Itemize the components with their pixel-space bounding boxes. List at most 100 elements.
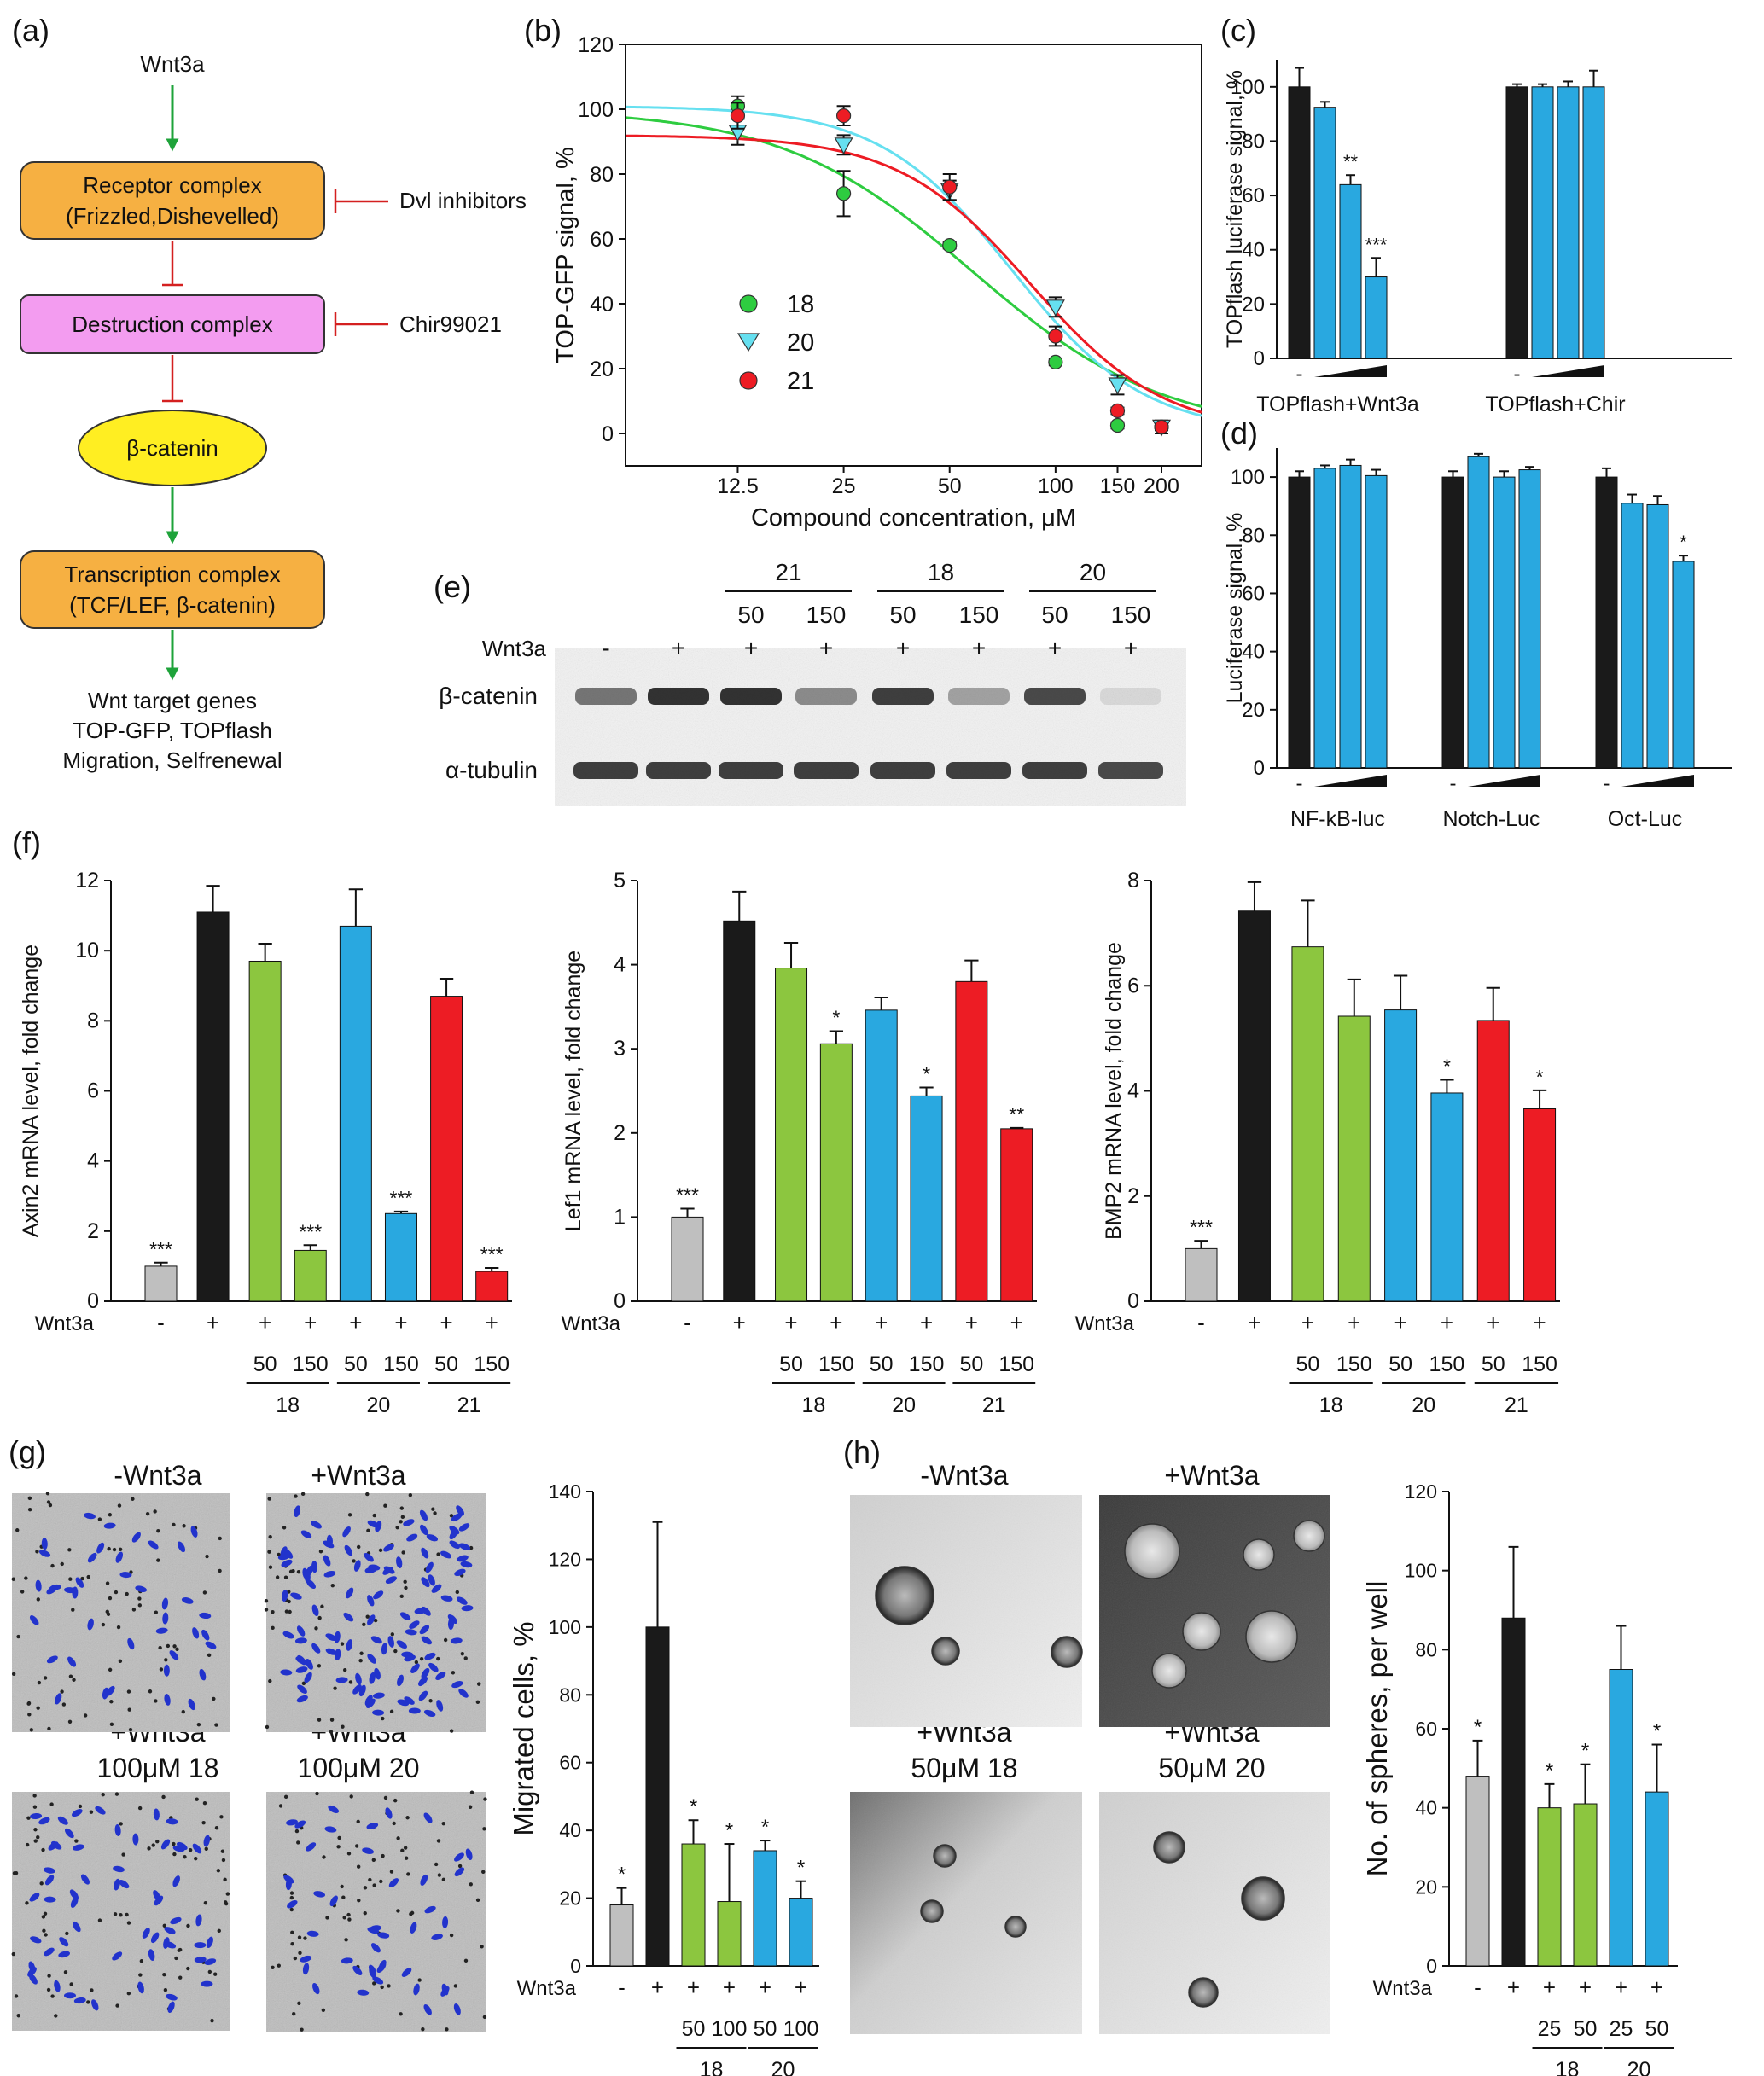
wnt-sign: - <box>157 1310 165 1335</box>
y-tick-label: 120 <box>578 33 614 57</box>
wnt-sign: + <box>896 635 910 661</box>
wnt-sign: + <box>651 1974 664 2000</box>
migrated-cell <box>294 1820 306 1829</box>
cell-dot <box>139 1959 144 1963</box>
bar <box>1365 276 1388 359</box>
cell-dot <box>221 1858 226 1863</box>
cell-dot <box>322 1855 326 1859</box>
cell-dot <box>148 1689 153 1694</box>
y-tick-label: 20 <box>1415 1875 1437 1898</box>
y-axis-label: Lef1 mRNA level, fold change <box>562 951 585 1231</box>
y-axis-label: No. of spheres, per well <box>1361 1581 1393 1877</box>
bar <box>1337 1015 1371 1302</box>
significance-star: * <box>761 1816 769 1839</box>
migrated-cell <box>381 1643 388 1655</box>
bar <box>384 1212 417 1302</box>
cell-dot <box>441 1877 446 1882</box>
data-point-18 <box>835 186 852 201</box>
receptor-complex-box <box>20 161 325 240</box>
cell-dot <box>42 1928 46 1933</box>
cell-dot <box>383 1503 387 1508</box>
sphere-micrographs <box>850 1495 1330 2034</box>
migrated-cell <box>442 1916 449 1928</box>
wnt-sign: + <box>687 1974 700 2000</box>
cell-dot <box>463 1656 468 1660</box>
cell-dot <box>340 1884 344 1889</box>
migrated-cell <box>367 1654 377 1664</box>
migrated-cell <box>306 1565 313 1577</box>
bar <box>1518 469 1541 769</box>
cell-dot <box>63 1970 68 1974</box>
migrated-cell <box>396 1556 403 1569</box>
cell-dot <box>333 1686 337 1690</box>
cell-dot <box>203 1901 208 1905</box>
significance-star: * <box>1546 1759 1553 1782</box>
cell-dot <box>125 1591 129 1596</box>
cell-dot <box>159 1667 164 1672</box>
migrated-cell <box>408 1707 421 1714</box>
g-img4-label-2: 100μM 20 <box>298 1753 420 1783</box>
sphere <box>933 1844 957 1868</box>
cell-dot <box>26 1701 31 1706</box>
cell-dot <box>119 1822 123 1826</box>
dose-label: 150 <box>383 1352 419 1376</box>
cell-dot <box>366 1528 370 1533</box>
migrated-cell <box>423 1812 433 1823</box>
group-label: 18 <box>1319 1393 1343 1417</box>
bar <box>1441 476 1464 769</box>
dose-label: 50 <box>737 602 764 628</box>
migrated-cell <box>426 1534 439 1542</box>
cell-dot <box>428 1699 433 1703</box>
cell-dot <box>303 1936 307 1940</box>
h-img2-label: +Wnt3a <box>1164 1460 1259 1491</box>
cell-dot <box>320 1604 324 1608</box>
compound-label: 21 <box>775 559 801 585</box>
wnt-sign: - <box>602 635 609 661</box>
migrated-cell <box>335 1677 348 1683</box>
sphere <box>1241 1876 1285 1921</box>
migrated-cell <box>29 1974 38 1985</box>
cell-dot <box>113 1912 118 1916</box>
cell-dot <box>48 1503 53 1508</box>
cell-dot <box>297 2001 301 2005</box>
wnt3a-label: Wnt3a <box>562 1312 621 1335</box>
cell-dot <box>196 1722 201 1727</box>
cell-dot <box>166 1643 171 1649</box>
wnt-sign: - <box>1197 1310 1205 1335</box>
y-tick-label: 100 <box>1405 1560 1437 1582</box>
migrated-cell <box>397 1699 410 1707</box>
migrated-cell <box>428 1574 435 1586</box>
migrated-cell <box>323 1555 331 1567</box>
cell-dot <box>389 1709 394 1714</box>
dose-label: 50 <box>1645 2017 1669 2041</box>
migrated-cell <box>313 1891 326 1898</box>
y-tick-label: 100 <box>1231 76 1265 99</box>
x-tick-label: 12.5 <box>717 474 759 498</box>
compound-label: 20 <box>1080 559 1106 585</box>
cell-dot <box>347 1513 352 1517</box>
wnt-sign: + <box>440 1310 452 1335</box>
receptor-complex-line1: Receptor complex <box>83 172 262 198</box>
cell-dot <box>46 1987 51 1992</box>
migrated-cell <box>46 1655 58 1664</box>
wnt-sign: + <box>1507 1974 1520 2000</box>
migrated-cell <box>383 1566 395 1574</box>
beta-catenin-row-label: β-catenin <box>439 683 538 709</box>
y-tick-label: 8 <box>87 1009 99 1032</box>
cell-dot <box>404 1856 409 1860</box>
y-tick-label: 20 <box>590 358 614 381</box>
cell-dot <box>357 1544 361 1550</box>
migrated-cell <box>324 1826 337 1833</box>
fit-curve-20 <box>625 105 1202 417</box>
y-tick-label: 0 <box>1426 1955 1437 1977</box>
cell-dot <box>290 1930 294 1935</box>
bar <box>1573 1803 1598 1967</box>
y-tick-label: 0 <box>570 1955 581 1977</box>
cell-dot <box>383 1795 388 1800</box>
y-tick-label: 4 <box>87 1149 99 1173</box>
migrated-cell <box>153 1890 161 1901</box>
y-tick-label: 40 <box>1242 641 1265 664</box>
wnt-sign: - <box>1474 1974 1482 2000</box>
migrated-cell <box>311 1604 319 1617</box>
y-tick-label: 0 <box>1254 347 1265 370</box>
